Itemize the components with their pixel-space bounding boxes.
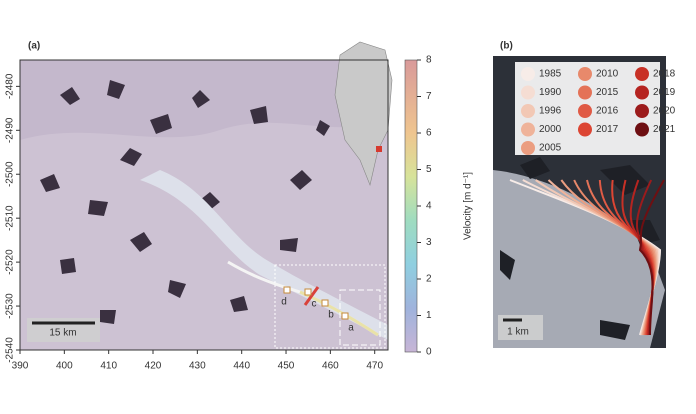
y-tick-label: -2480 <box>5 73 16 99</box>
legend-marker <box>635 122 649 137</box>
y-tick-label: -2500 <box>5 161 16 187</box>
x-tick-label: 430 <box>189 361 206 372</box>
colorbar-tick-label: 5 <box>426 164 432 175</box>
colorbar-label: Velocity [m d⁻¹] <box>463 172 474 240</box>
legend-label: 2010 <box>596 69 619 80</box>
point-label: d <box>281 297 287 308</box>
panel-label: (a) <box>28 41 40 52</box>
point-label: c <box>312 299 317 310</box>
y-tick-label: -2530 <box>5 293 16 319</box>
colorbar-tick-label: 4 <box>426 201 432 212</box>
legend-label: 2018 <box>653 69 676 80</box>
x-tick-label: 470 <box>366 361 383 372</box>
y-tick-label: -2540 <box>5 337 16 363</box>
colorbar-tick-label: 8 <box>426 55 432 66</box>
legend-label: 1996 <box>539 106 562 117</box>
legend-marker <box>521 141 535 155</box>
legend-marker <box>521 122 535 137</box>
panel-label: (b) <box>500 41 513 52</box>
point-label: b <box>328 310 334 321</box>
legend-label: 2019 <box>653 87 676 98</box>
point-label: a <box>348 323 354 334</box>
legend-marker <box>635 85 649 100</box>
y-tick-label: -2520 <box>5 249 16 275</box>
calving-front <box>638 179 665 336</box>
legend-label: 2005 <box>539 143 562 154</box>
legend-marker <box>578 85 592 100</box>
colorbar-tick-label: 2 <box>426 274 432 285</box>
colorbar-tick-label: 3 <box>426 237 432 248</box>
y-tick-label: -2510 <box>5 205 16 231</box>
legend-label: 1985 <box>539 69 562 80</box>
satellite-image-a <box>19 41 393 351</box>
legend-label: 2021 <box>653 124 676 135</box>
legend-marker <box>635 104 649 118</box>
legend-label: 2020 <box>653 106 676 117</box>
legend-label: 2000 <box>539 124 562 135</box>
scale-label: 15 km <box>49 328 76 339</box>
profile-point <box>321 299 329 307</box>
legend-marker <box>635 67 649 81</box>
legend-label: 2016 <box>596 106 619 117</box>
colorbar-tick-label: 6 <box>426 128 432 139</box>
legend-marker <box>578 67 592 81</box>
legend-marker <box>521 104 535 118</box>
scale-label: 1 km <box>507 327 529 338</box>
colorbar-tick-label: 1 <box>426 310 432 321</box>
x-tick-label: 450 <box>278 361 295 372</box>
legend-label: 2015 <box>596 87 619 98</box>
colorbar <box>404 59 418 353</box>
y-tick-label: -2490 <box>5 117 16 143</box>
legend-marker <box>521 67 535 81</box>
profile-point <box>304 288 312 296</box>
x-tick-label: 460 <box>322 361 339 372</box>
x-tick-label: 400 <box>56 361 73 372</box>
legend-marker <box>578 104 592 118</box>
legend-label: 2017 <box>596 124 619 135</box>
x-tick-label: 440 <box>233 361 250 372</box>
profile-point <box>341 312 349 320</box>
x-tick-label: 410 <box>100 361 117 372</box>
legend-marker <box>578 122 592 137</box>
legend-label: 1990 <box>539 87 562 98</box>
colorbar-tick-label: 7 <box>426 91 432 102</box>
legend-marker <box>521 85 535 100</box>
profile-point <box>283 286 291 294</box>
x-tick-label: 390 <box>12 361 29 372</box>
x-tick-label: 420 <box>145 361 162 372</box>
colorbar-tick-label: 0 <box>426 347 432 358</box>
